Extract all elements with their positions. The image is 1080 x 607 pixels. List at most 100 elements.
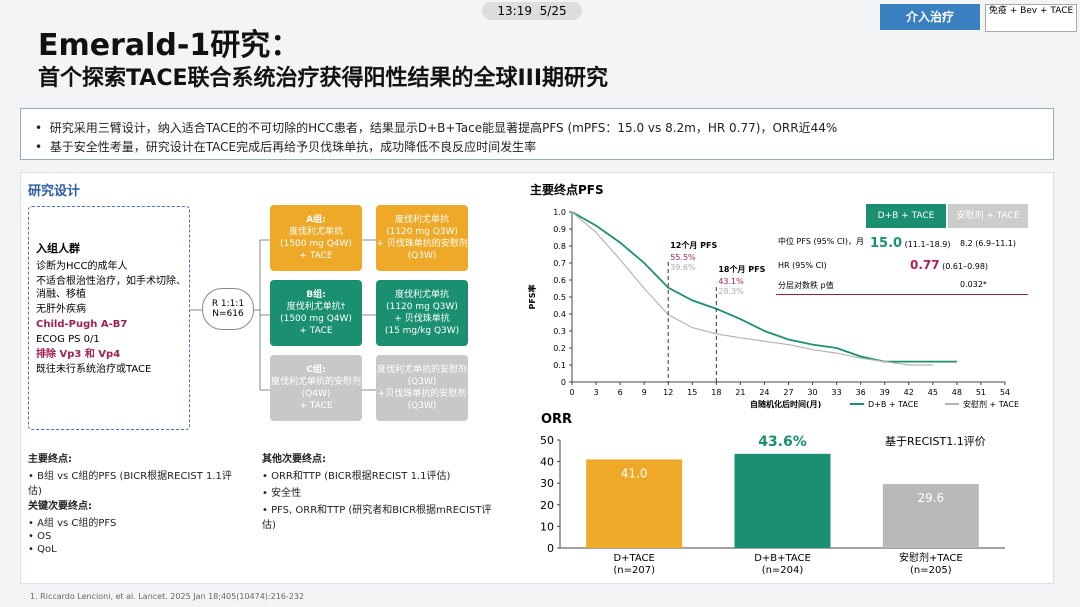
arm-text: (1500 mg Q4W): [280, 239, 352, 249]
x-axis-label: 自随机化后时间(月): [750, 399, 821, 409]
y-tick-label: 1.0: [553, 208, 566, 217]
arm-text: A组:: [306, 215, 326, 225]
endpoint-item: • A组 vs C组的PFS: [28, 518, 117, 529]
y-tick-label: 0.7: [553, 259, 566, 268]
randomization: R 1:1:1 N=616: [202, 288, 254, 330]
median-ci: (11.1–18.9): [904, 240, 951, 249]
bullet-text: 基于安全性考量，研究设计在TACE完成后再给予贝伐珠单抗，成功降低不良反应时间发…: [49, 140, 537, 154]
hr-ci: (0.61–0.98): [942, 262, 989, 271]
tab[interactable]: 免疫 + Bev + TACE: [985, 4, 1077, 32]
x-tick-sublabel: (n=205): [910, 565, 952, 576]
x-tick-label: D+B+TACE: [754, 553, 811, 564]
km-line: [571, 211, 933, 366]
arm-box: 度伐利尤单抗 (1120 mg Q3W) + 贝伐珠单抗 (15 mg/kg Q3W): [376, 280, 468, 346]
cell: 15.0 (11.1–18.9): [870, 236, 951, 251]
tab[interactable]: 介入治疗: [880, 4, 980, 30]
arm-text: + TACE: [299, 326, 333, 336]
annotation-title: 18个月 PFS: [718, 264, 765, 274]
arm-text: + TACE: [299, 251, 333, 261]
annotation-value: 55.5%: [670, 253, 696, 262]
annotation-title: 12个月 PFS: [670, 240, 717, 250]
arm-text: (1120 mg Q3W): [386, 227, 458, 237]
rule: [776, 294, 1028, 295]
arm-text: (1500 mg Q4W): [280, 314, 352, 324]
bullet-text: 研究采用三臂设计，纳入适合TACE的不可切除的HCC患者，结果显示D+B+Tac…: [49, 121, 838, 135]
x-tick-label: 45: [928, 388, 938, 397]
arm-box: B组: 度伐利尤单抗† (1500 mg Q4W) + TACE: [270, 280, 362, 346]
y-tick-label: 0: [547, 542, 554, 555]
chart-title: ORR: [541, 412, 572, 427]
legend-label: 安慰剂 + TACE: [963, 399, 1019, 409]
x-tick-label: 3: [594, 388, 599, 397]
table-header: D+B + TACE: [866, 204, 946, 228]
population-box: [28, 206, 190, 430]
endpoint-item: • PFS, ORR和TTP (研究者和BICR根据mRECIST评估): [262, 505, 492, 531]
rand-label: R 1:1:1: [211, 299, 245, 309]
population-item: 不适合根治性治疗，如手术切除、消融、移植: [36, 276, 186, 300]
arm-text: + 贝伐珠单抗的安慰剂: [376, 239, 468, 249]
arm-box: 度伐利尤单抗的安慰剂 (Q3W) +贝伐珠单抗的安慰剂 (Q3W): [376, 355, 468, 421]
y-tick-label: 0.8: [553, 242, 566, 251]
bullet: • 基于安全性考量，研究设计在TACE完成后再给予贝伐珠单抗，成功降低不良反应时…: [35, 140, 537, 154]
y-tick-label: 30: [540, 477, 554, 490]
arm-text: C组:: [306, 365, 326, 375]
x-tick-label: 15: [687, 388, 697, 397]
section-title: 研究设计: [28, 184, 81, 199]
x-tick-label: 51: [976, 388, 986, 397]
population-title: 入组人群: [36, 242, 80, 255]
x-tick-label: D+TACE: [613, 553, 654, 564]
arm-text: (1120 mg Q3W): [386, 302, 458, 312]
bar: [882, 484, 979, 548]
arm-text: 度伐利尤单抗: [394, 215, 449, 225]
subtitle: 首个探索TACE联合系统治疗获得阳性结果的全球III期研究: [38, 66, 609, 91]
y-tick-label: 0.6: [553, 276, 566, 285]
value-label: 41.0: [621, 466, 648, 480]
endpoint-list: • A组 vs C组的PFS • OS • QoL: [28, 514, 238, 557]
hr-value: 0.77: [910, 258, 940, 272]
arm-text: + 贝伐珠单抗: [394, 314, 450, 324]
arm-text: B组:: [306, 290, 326, 300]
x-tick-label: 12: [663, 388, 673, 397]
y-tick-label: 40: [540, 456, 554, 469]
y-tick-label: 10: [540, 520, 554, 533]
arm-box: A组: 度伐利尤单抗 (1500 mg Q4W) + TACE: [270, 205, 362, 271]
bullet: • 研究采用三臂设计，纳入适合TACE的不可切除的HCC患者，结果显示D+B+T…: [35, 121, 838, 135]
annotation-value: 39.6%: [670, 263, 696, 272]
y-tick-label: 0.9: [553, 225, 566, 234]
x-tick-label: 42: [904, 388, 914, 397]
endpoint-title: 其他次要终点:: [262, 454, 326, 465]
median-value: 15.0: [870, 236, 903, 251]
annotation-value: 43.1%: [718, 277, 744, 286]
endpoint-list: • B组 vs C组的PFS (BICR根据RECIST 1.1评估): [28, 467, 238, 499]
arm-text: +贝伐珠单抗的安慰剂 (Q3W): [377, 389, 467, 411]
value-label: 29.6: [917, 491, 944, 505]
endpoint-item: • ORR和TTP (BICR根据RECIST 1.1评估): [262, 471, 451, 482]
x-tick-label: 54: [1000, 388, 1010, 397]
row-label: 中位 PFS (95% CI)，月: [778, 237, 864, 246]
x-tick-sublabel: (n=204): [762, 565, 804, 576]
x-tick-label: 33: [832, 388, 842, 397]
row-label: HR (95% CI): [778, 261, 827, 270]
arm-box: C组: 度伐利尤单抗的安慰剂 (Q4W) + TACE: [270, 355, 362, 421]
arm-text: + TACE: [299, 401, 333, 411]
arm-text: (Q4W): [301, 389, 331, 399]
arm-text: 度伐利尤单抗†: [286, 302, 346, 312]
y-tick-label: 0.5: [553, 293, 566, 302]
endpoint-item: • QoL: [28, 544, 57, 555]
bar: [734, 453, 831, 548]
arm-text: 度伐利尤单抗的安慰剂: [270, 377, 361, 387]
table-header: 安慰剂 + TACE: [948, 204, 1028, 228]
endpoint-item: • 安全性: [262, 488, 302, 499]
page-number: 5/25: [539, 4, 567, 18]
x-tick-label: 0: [569, 388, 574, 397]
y-tick-label: 0.1: [553, 361, 566, 370]
flow-lines: [190, 239, 376, 391]
x-tick-label: 27: [783, 388, 793, 397]
time: 13:19: [497, 4, 532, 18]
legend-label: D+B + TACE: [868, 400, 918, 409]
km-chart: 主要终点PFS 0 0.1 0.2 0.3 0.4 0.5 0.6 0.7 0.8 0.9 1.0 0 3…: [527, 182, 1019, 409]
cell: 0.032*: [960, 280, 987, 289]
chart-note: 基于RECIST1.1评价: [885, 435, 986, 448]
orr-chart: ORR基于RECIST1.1评价0102030405041.0D+TACE(n=…: [540, 412, 1005, 576]
